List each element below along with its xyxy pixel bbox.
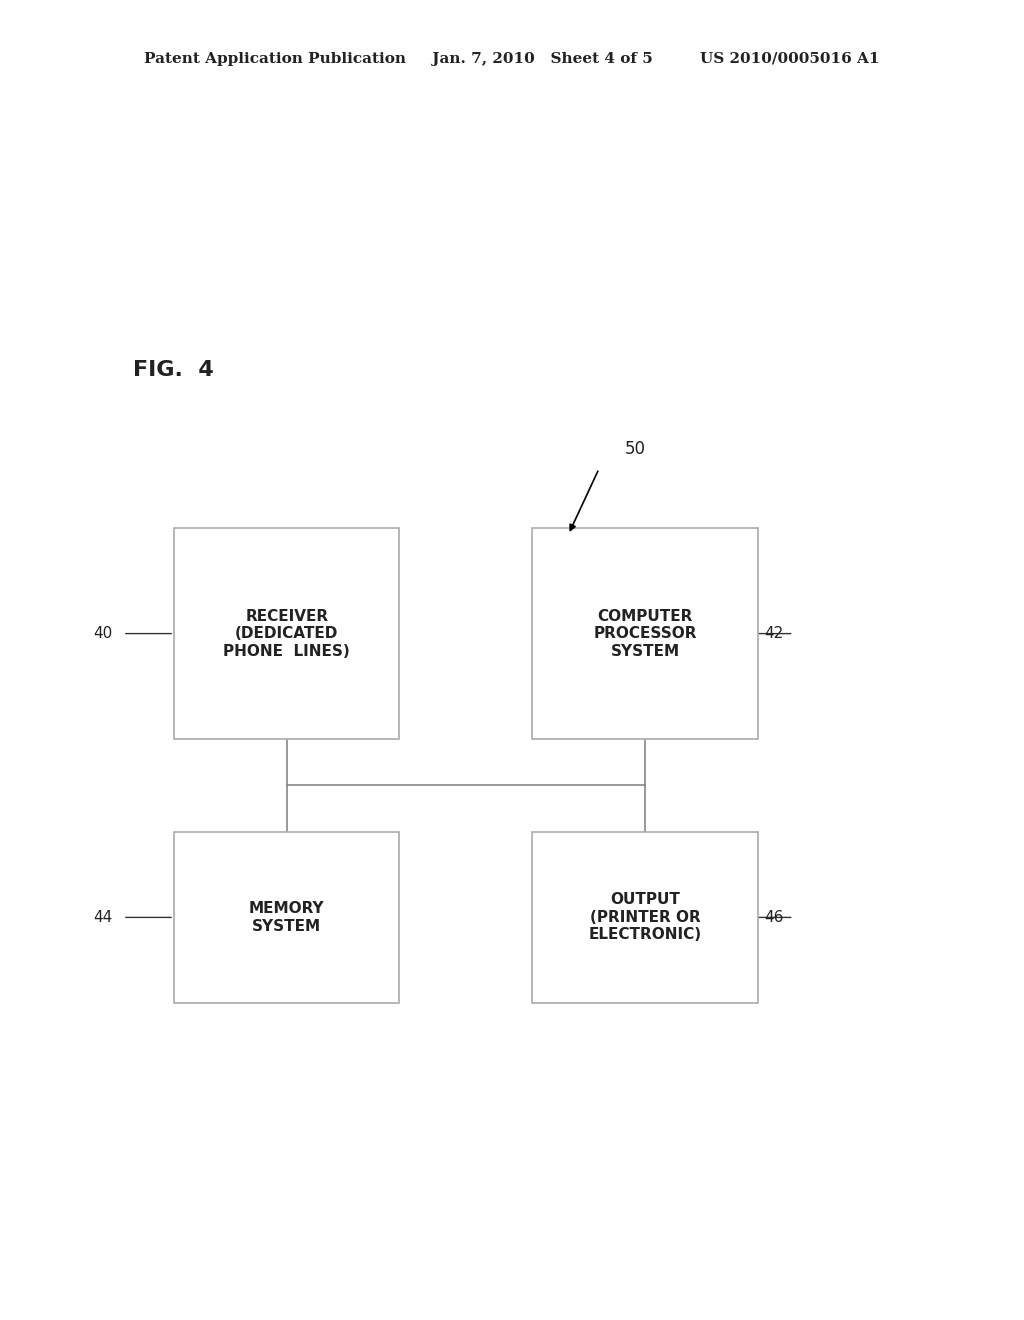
- FancyBboxPatch shape: [532, 832, 758, 1003]
- FancyBboxPatch shape: [174, 528, 399, 739]
- Text: RECEIVER
(DEDICATED
PHONE  LINES): RECEIVER (DEDICATED PHONE LINES): [223, 609, 350, 659]
- Text: 50: 50: [625, 440, 645, 458]
- Text: MEMORY
SYSTEM: MEMORY SYSTEM: [249, 902, 325, 933]
- Text: 42: 42: [764, 626, 783, 642]
- Text: 40: 40: [93, 626, 113, 642]
- Text: OUTPUT
(PRINTER OR
ELECTRONIC): OUTPUT (PRINTER OR ELECTRONIC): [589, 892, 701, 942]
- Text: 46: 46: [764, 909, 783, 925]
- Text: 44: 44: [93, 909, 113, 925]
- Text: FIG.  4: FIG. 4: [133, 359, 214, 380]
- Text: COMPUTER
PROCESSOR
SYSTEM: COMPUTER PROCESSOR SYSTEM: [593, 609, 697, 659]
- FancyBboxPatch shape: [174, 832, 399, 1003]
- FancyBboxPatch shape: [532, 528, 758, 739]
- Text: Patent Application Publication     Jan. 7, 2010   Sheet 4 of 5         US 2010/0: Patent Application Publication Jan. 7, 2…: [144, 53, 880, 66]
